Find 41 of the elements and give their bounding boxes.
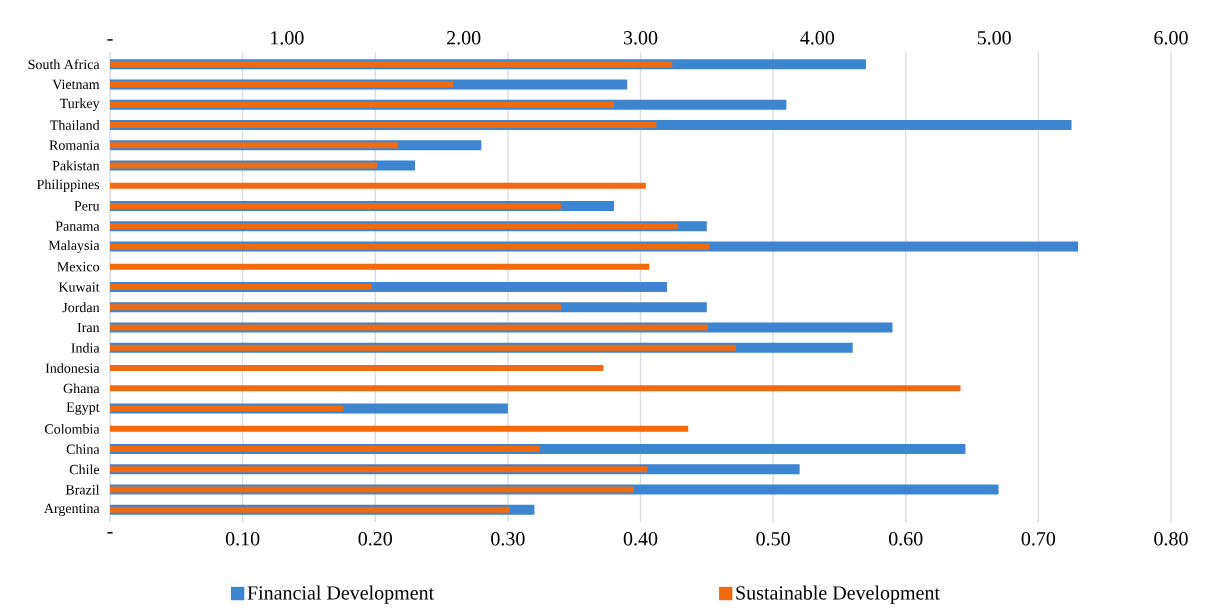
x-tick-label: 0.80 [1154,532,1188,546]
y-tick-label: Malaysia [48,240,100,253]
x-tick-label: 0.50 [756,532,790,546]
x2-tick-label: 1.00 [271,31,304,45]
x-tick-label: 0.10 [225,532,260,546]
y-tick-label: Vietnam [52,79,100,90]
y-tick-label: Pakistan [52,160,100,171]
y-tick-label: Kuwait [58,282,100,292]
y-tick-label: Brazil [65,484,100,495]
y-tick-label: South Africa [28,59,100,70]
y-tick-label: Mexico [57,262,100,272]
x2-tick-label: 6.00 [1154,31,1188,45]
y-tick-label: Ghana [63,383,100,394]
y-tick-label: Argentina [44,503,100,516]
x2-tick-label: 3.00 [623,31,658,45]
x2-tick-label: - [107,39,113,41]
x2-tick-label: 5.00 [977,31,1011,45]
y-tick-label: Panama [55,221,100,231]
x-tick-label: 0.70 [1021,532,1056,546]
x2-tick-label: 4.00 [800,31,835,45]
y-tick-label: Indonesia [45,363,100,373]
x2-tick-label: 2.00 [447,31,481,45]
legend-label: Sustainable Development [736,585,940,604]
x-tick-label: 0.60 [889,532,923,546]
y-tick-label: Egypt [66,402,100,415]
y-tick-label: Romania [49,140,100,150]
y-tick-label: Turkey [59,98,100,112]
legend-label: Financial Development [247,585,435,604]
y-tick-label: Thailand [50,120,100,130]
y-tick-label: China [66,444,100,455]
y-tick-label: Chile [69,464,100,475]
y-tick-label: Peru [74,201,100,211]
x-tick-label: 0.30 [491,532,525,546]
y-tick-label: Iran [77,322,100,333]
y-tick-label: Philippines [36,179,100,193]
y-tick-label: Colombia [44,423,100,434]
x-tick-label: 0.20 [358,532,392,546]
x-tick-label: - [107,532,113,534]
y-tick-label: India [71,342,100,353]
x-tick-label: 0.40 [623,532,658,546]
y-tick-label: Jordan [62,302,100,313]
